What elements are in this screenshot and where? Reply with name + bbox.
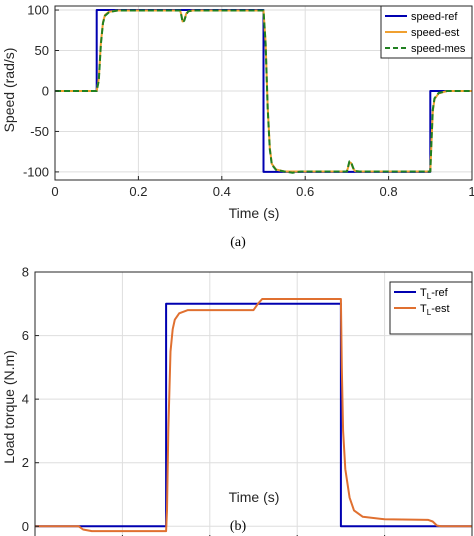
x-axis-label: Time (s): [229, 205, 280, 221]
y-axis-label: Speed (rad/s): [1, 48, 17, 133]
x-tick-label: 0.8: [380, 184, 398, 199]
chart-caption: (b): [230, 519, 247, 534]
x-tick-label: 0.6: [296, 184, 314, 199]
y-tick-label: 0: [22, 519, 29, 534]
legend-label: speed-ref: [411, 11, 458, 23]
series-line: [55, 9, 472, 173]
y-axis-label: Load torque (N.m): [1, 350, 17, 464]
speed-chart: 0 0.2 0.4 0.6 0.8 1 -100 -50 0 50 100 Time (s) Spe…: [1, 3, 474, 250]
x-axis-label: Time (s): [229, 489, 280, 505]
legend-label: TL-ref: [420, 287, 449, 301]
y-tick-label: 100: [27, 3, 49, 18]
y-tick-label: 6: [22, 328, 29, 343]
load-torque-chart: 00.20.40.60.8102468 Time (s) Load torque…: [1, 265, 473, 536]
legend: TL-ref TL-est: [389, 281, 473, 335]
x-tick-label: 1: [468, 184, 474, 199]
plot-frame: [34, 271, 473, 536]
x-tick-label: 0.4: [213, 184, 231, 199]
y-tick-label: 0: [42, 83, 49, 98]
series-line: [35, 302, 472, 528]
y-tick-label: -50: [30, 124, 49, 139]
chart-caption: (a): [230, 235, 246, 250]
legend-label: speed-mes: [411, 43, 466, 55]
plot-frame: [54, 5, 473, 181]
x-tick-label: 0: [51, 184, 58, 199]
y-tick-label: 50: [35, 43, 49, 58]
series-line: [35, 298, 472, 533]
legend-label: TL-est: [420, 303, 450, 317]
legend-label: speed-est: [411, 27, 459, 39]
legend: speed-ref speed-est speed-mes: [380, 5, 473, 59]
y-tick-label: 2: [22, 455, 29, 470]
y-tick-label: 4: [22, 392, 29, 407]
x-tick-label: 0.2: [129, 184, 147, 199]
y-tick-label: -100: [23, 164, 49, 179]
y-tick-label: 8: [22, 265, 29, 280]
